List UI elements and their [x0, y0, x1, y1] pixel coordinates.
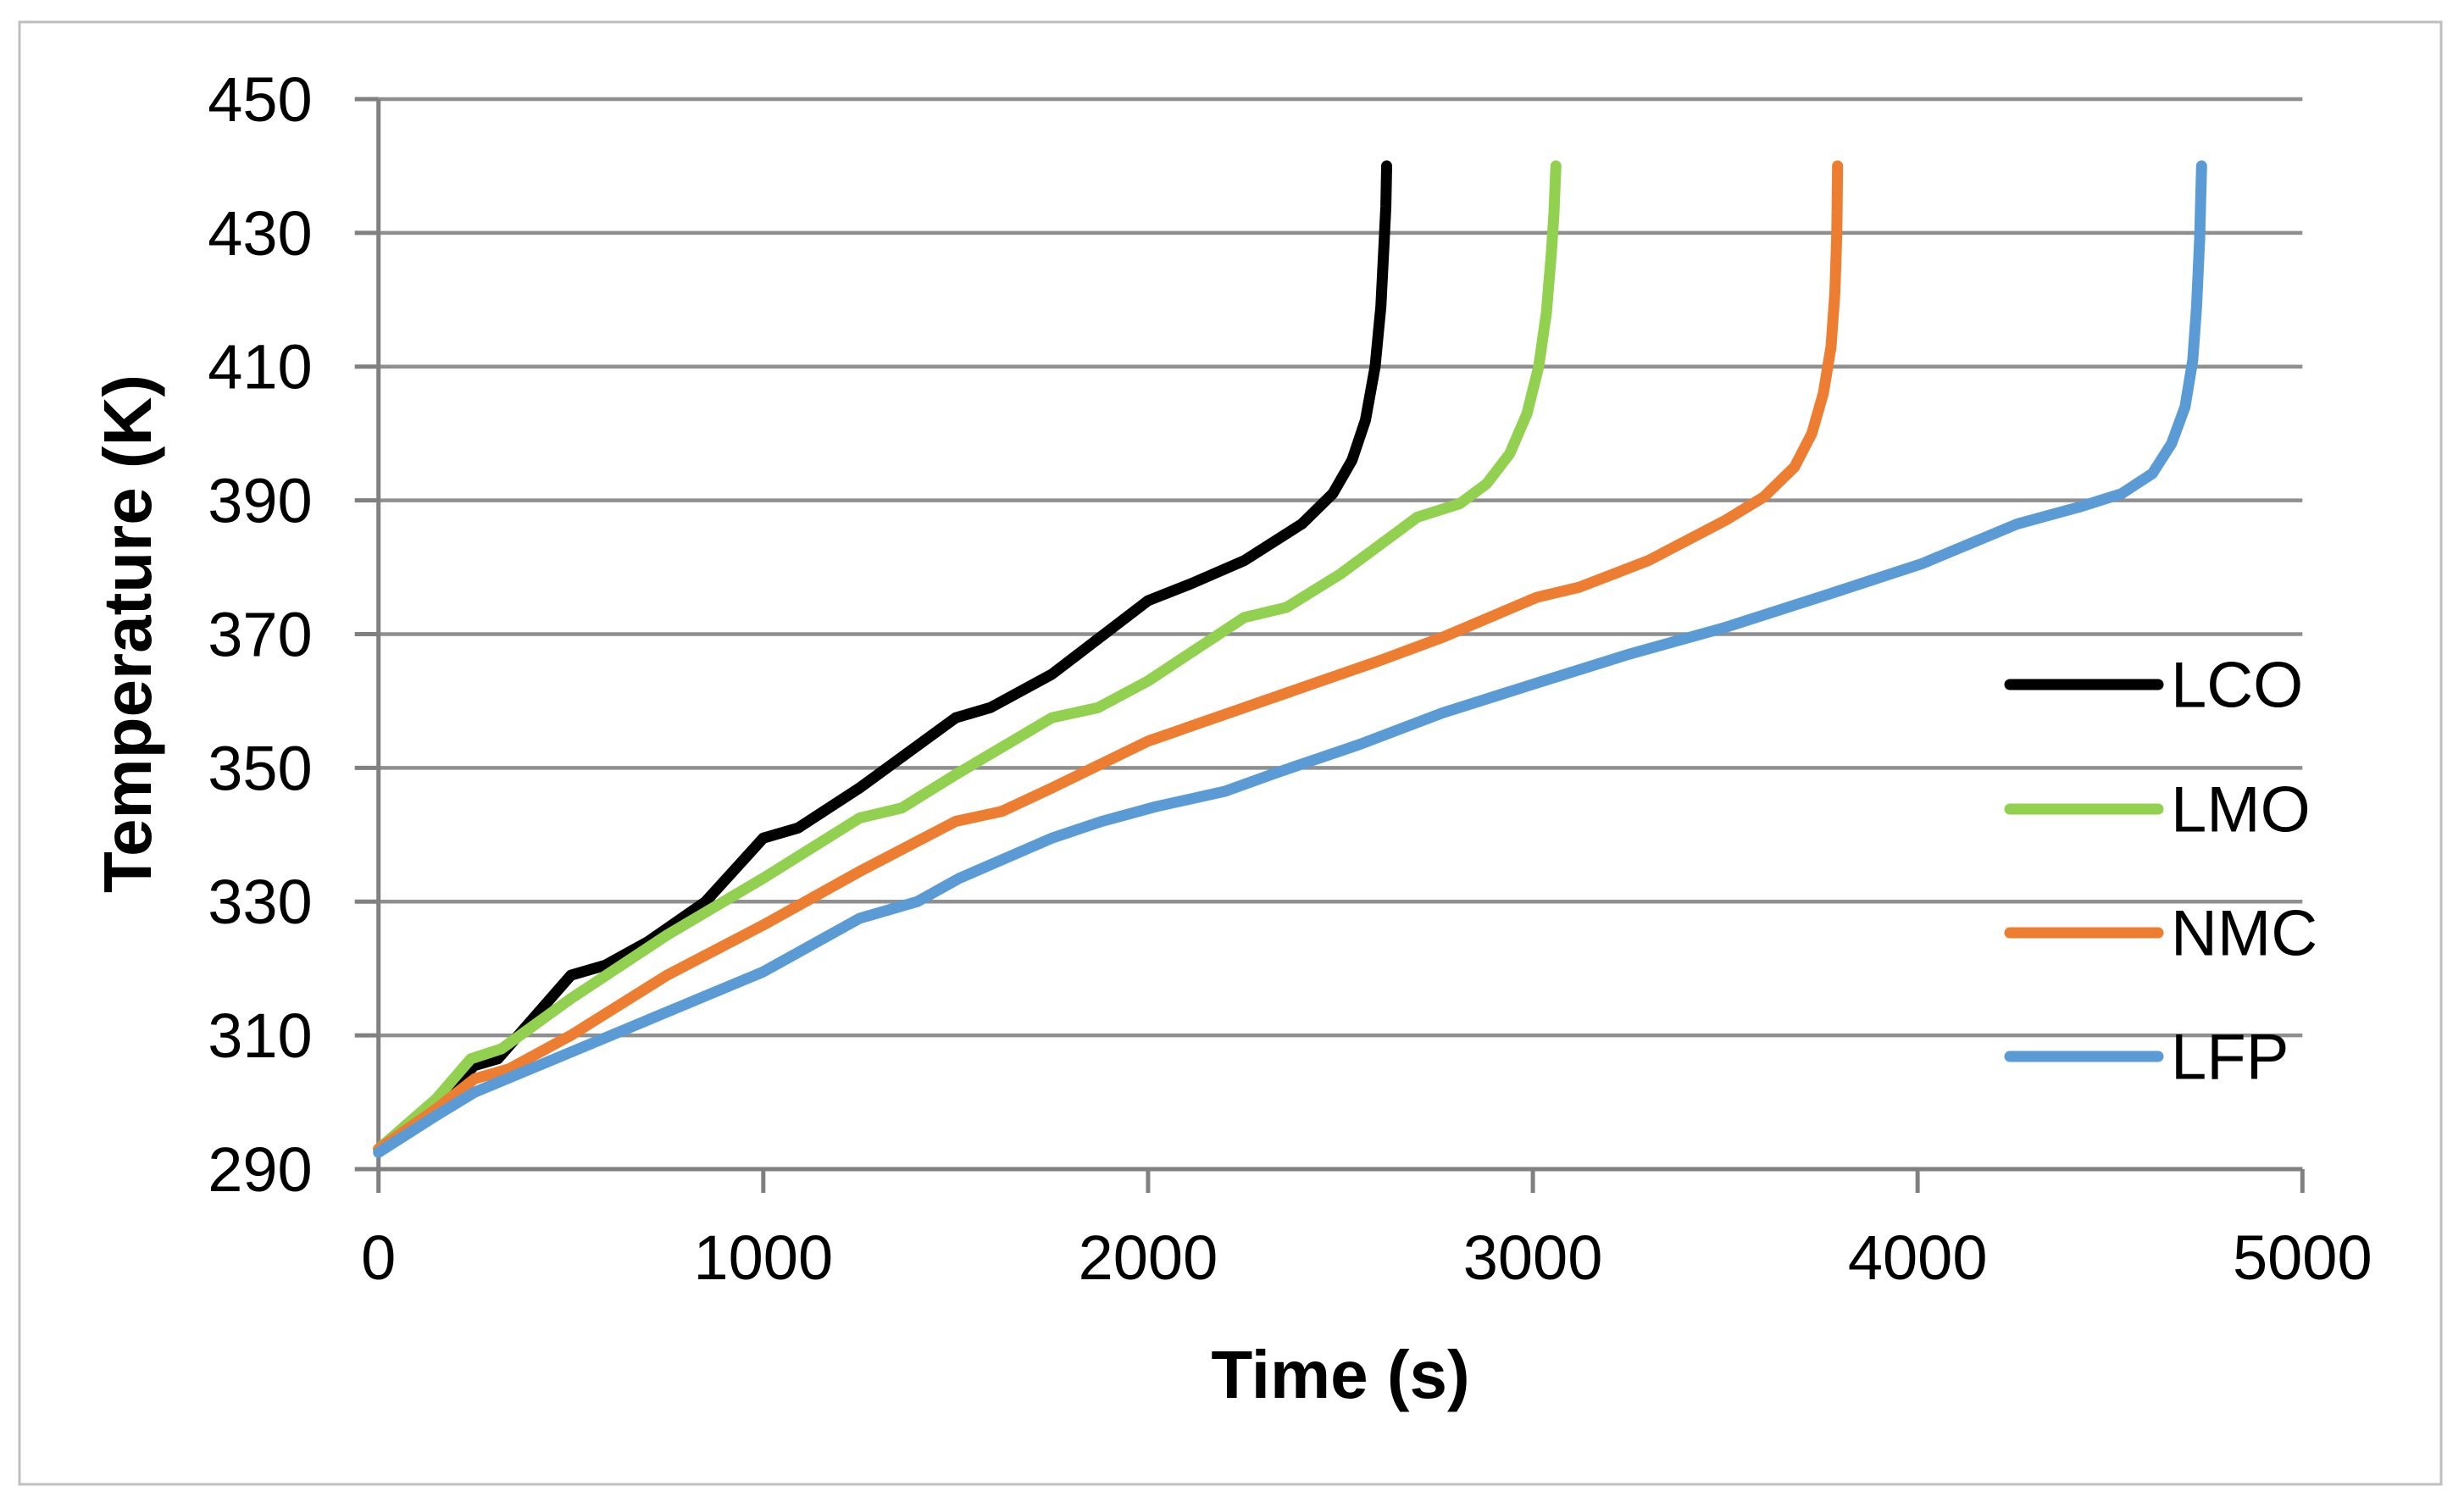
axis-ticks	[354, 97, 2305, 1193]
legend: LCO LMO NMC LFP	[2004, 650, 2317, 1094]
y-tick-label-390: 390	[208, 466, 312, 536]
y-tick-label-310: 310	[208, 1001, 312, 1071]
x-tick-label-4000: 4000	[1848, 1222, 1988, 1293]
legend-item-LCO: LCO	[2004, 650, 2303, 722]
series-line-LCO	[373, 160, 1392, 1155]
x-tick-label-1000: 1000	[694, 1222, 834, 1293]
y-axis-title: Temperature (K)	[90, 374, 165, 893]
y-tick-labels: 290 310 330 350 370 390 410 430 450	[208, 64, 312, 1205]
legend-item-LFP: LFP	[2004, 1022, 2289, 1094]
legend-label-NMC: NMC	[2171, 898, 2317, 970]
series-lines	[373, 160, 2207, 1158]
series-line-NMC	[373, 160, 1844, 1155]
y-tick-label-330: 330	[208, 867, 312, 937]
y-tick-label-370: 370	[208, 599, 312, 669]
legend-item-NMC: NMC	[2004, 898, 2317, 970]
legend-label-LFP: LFP	[2171, 1022, 2289, 1094]
y-tick-label-290: 290	[208, 1134, 312, 1205]
x-tick-labels: 0 1000 2000 3000 4000 5000	[361, 1222, 2372, 1293]
series-line-LFP	[373, 160, 2207, 1158]
chart-border	[18, 20, 2443, 1486]
x-tick-label-2000: 2000	[1079, 1222, 1218, 1293]
x-tick-label-0: 0	[361, 1222, 396, 1293]
series-line-LMO	[373, 160, 1562, 1155]
y-tick-label-450: 450	[208, 64, 312, 135]
y-tick-label-350: 350	[208, 733, 312, 803]
x-tick-label-5000: 5000	[2233, 1222, 2372, 1293]
legend-label-LMO: LMO	[2171, 774, 2311, 846]
x-axis-title: Time (s)	[1211, 1337, 1469, 1412]
legend-item-LMO: LMO	[2004, 774, 2311, 846]
x-tick-label-3000: 3000	[1463, 1222, 1603, 1293]
y-tick-label-430: 430	[208, 198, 312, 269]
y-tick-label-410: 410	[208, 332, 312, 402]
legend-label-LCO: LCO	[2171, 650, 2303, 722]
